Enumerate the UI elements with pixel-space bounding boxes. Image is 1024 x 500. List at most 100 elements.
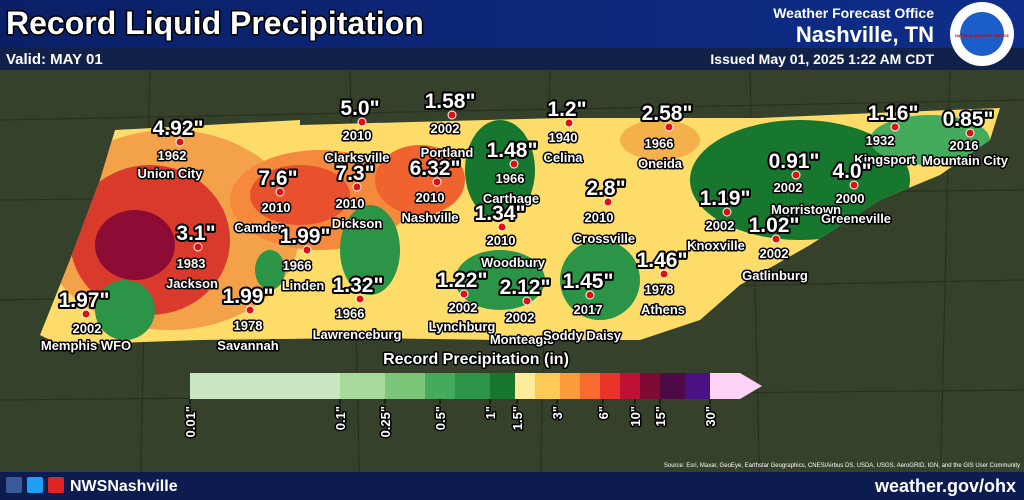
- station-dot: [965, 128, 975, 138]
- station-value: 4.92": [153, 117, 204, 140]
- station-name: Portland: [421, 145, 474, 160]
- station-year: 2010: [585, 210, 614, 225]
- station-dot: [849, 180, 859, 190]
- youtube-icon[interactable]: [48, 477, 64, 493]
- station-name: Savannah: [217, 338, 278, 353]
- office: Weather Forecast Office: [773, 5, 934, 21]
- station-name: Monteagle: [490, 332, 554, 347]
- station-dot: [175, 137, 185, 147]
- station-name: Linden: [282, 278, 325, 293]
- legend-swatch: [515, 373, 535, 399]
- legend-label: 15": [653, 406, 668, 427]
- station-dot: [522, 296, 532, 306]
- legend-swatch: [385, 373, 425, 399]
- station-dot: [509, 159, 519, 169]
- station-dot: [447, 110, 457, 120]
- legend-label: 30": [703, 406, 718, 427]
- station-value: 1.32": [333, 274, 384, 297]
- legend-label: 3": [550, 406, 565, 419]
- station-name: Union City: [138, 166, 204, 181]
- issued-time: Issued May 01, 2025 1:22 AM CDT: [710, 51, 934, 67]
- header-bar: [0, 0, 1024, 48]
- station-name: Lawrenceburg: [313, 327, 402, 342]
- station-name: Lynchburg: [429, 319, 496, 334]
- station-name: Mountain City: [922, 153, 1009, 168]
- subheader-bar: [0, 48, 1024, 70]
- station-value: 1.48": [487, 139, 538, 162]
- station-year: 1978: [234, 318, 263, 333]
- station-value: 1.46": [637, 249, 688, 272]
- legend-label: 0.5": [433, 406, 448, 430]
- legend-label: 1.5": [510, 406, 525, 430]
- station-name: Clarksville: [324, 150, 389, 165]
- station-name: Soddy Daisy: [543, 328, 622, 343]
- footer-bar: [0, 472, 1024, 500]
- station-year: 1966: [645, 136, 674, 151]
- station-dot: [771, 234, 781, 244]
- station-name: Carthage: [483, 191, 539, 206]
- legend: 0.01" 0.1" 0.25" 0.5" 1" 1.5" 3" 6" 10" 15" 30": [182, 373, 762, 439]
- station-dot: [497, 222, 507, 232]
- station-value: 1.02": [749, 214, 800, 237]
- station-year: 2010: [416, 190, 445, 205]
- station-dot: [275, 187, 285, 197]
- station-value: 6.32": [410, 157, 461, 180]
- station-year: 2010: [262, 200, 291, 215]
- station-dot: [722, 207, 732, 217]
- station-name: Athens: [641, 302, 685, 317]
- station-name: Camden: [234, 220, 285, 235]
- legend-swatch: [620, 373, 640, 399]
- station-name: Knoxville: [687, 238, 745, 253]
- station-dot: [193, 242, 203, 252]
- station-name: Dickson: [332, 216, 383, 231]
- legend-swatch: [490, 373, 515, 399]
- station-dot: [791, 170, 801, 180]
- legend-label: 6": [596, 406, 611, 419]
- station-year: 2002: [431, 121, 460, 136]
- station-dot: [355, 294, 365, 304]
- station-year: 1940: [549, 130, 578, 145]
- legend-swatch: [600, 373, 620, 399]
- legend-swatch: [640, 373, 660, 399]
- legend-swatch: [190, 373, 340, 399]
- station-year: 2002: [774, 180, 803, 195]
- station-value: 1.34": [475, 202, 526, 225]
- station-year: 1983: [177, 256, 206, 271]
- legend-swatch: [340, 373, 385, 399]
- station-year: 2000: [836, 191, 865, 206]
- facebook-icon[interactable]: [6, 477, 22, 493]
- station-year: 2010: [487, 233, 516, 248]
- station-year: 2002: [506, 310, 535, 325]
- station-dot: [432, 177, 442, 187]
- station-dot: [664, 122, 674, 132]
- station-dot: [603, 197, 613, 207]
- station-value: 5.0": [340, 97, 379, 120]
- stations: 4.92" 1962 Union City 5.0" 2010 Clarksville 1.…: [39, 88, 1010, 355]
- legend-arrow: [710, 373, 762, 399]
- station-value: 1.16": [868, 102, 919, 125]
- twitter-icon[interactable]: [27, 477, 43, 493]
- legend-swatch: [660, 373, 685, 399]
- station-year: 1966: [283, 258, 312, 273]
- station-value: 2.8": [586, 177, 625, 200]
- title: Record Liquid Precipitation: [6, 5, 424, 41]
- station-name: Greeneville: [821, 211, 891, 226]
- station-dot: [659, 269, 669, 279]
- station-name: Memphis WFO: [41, 338, 131, 353]
- station-dot: [81, 309, 91, 319]
- station-year: 2002: [706, 218, 735, 233]
- nws-logo: NATIONAL WEATHER SERVICE: [950, 2, 1014, 66]
- station-year: 2010: [336, 196, 365, 211]
- station-value: 1.2": [547, 98, 586, 121]
- social-handle: NWSNashville: [70, 478, 178, 495]
- map-source: Source: Esri, Maxar, GeoEye, Earthstar G…: [664, 463, 1020, 469]
- station-dot: [352, 182, 362, 192]
- station-value: 1.19": [700, 187, 751, 210]
- station-name: Jackson: [166, 276, 218, 291]
- station-year: 1966: [336, 306, 365, 321]
- station-year: 1966: [496, 171, 525, 186]
- station-value: 1.97": [59, 289, 110, 312]
- station-name: Gatlinburg: [742, 268, 808, 283]
- station-dot: [302, 245, 312, 255]
- station-name: Oneida: [638, 156, 683, 171]
